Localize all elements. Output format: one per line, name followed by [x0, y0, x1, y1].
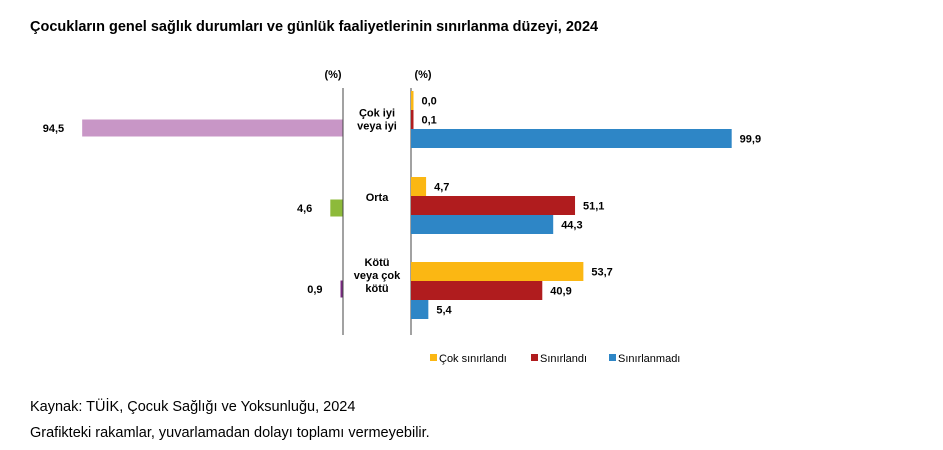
category-label-1: Çok iyi veya iyi	[357, 108, 397, 133]
right-bar-label-1-2: 0,1	[422, 115, 437, 127]
legend-swatch-2	[531, 354, 538, 361]
right-bar-3-3	[411, 300, 429, 319]
right-bar-3-1	[411, 262, 584, 281]
chart-title: Çocukların genel sağlık durumları ve gün…	[30, 19, 599, 35]
legend-label-2: Sınırlandı	[540, 353, 587, 365]
right-bar-label-1-3: 99,9	[740, 134, 761, 146]
left-bar-1	[82, 119, 344, 137]
left-bar-label-2: 4,6	[297, 203, 312, 215]
legend: Çok sınırlandı Sınırlandı Sınırlanmadı	[430, 353, 680, 365]
left-panel: (%) 94,5 4,6 0,9	[43, 69, 344, 335]
right-panel: (%) 0,0 0,1 99,9 4,7 51,144,3 53,7 40,9 5,4	[410, 69, 761, 335]
left-bar-2	[330, 199, 343, 217]
right-bar-label-3-1: 53,7	[591, 267, 612, 279]
left-bar-3	[340, 280, 343, 298]
left-unit-label: (%)	[324, 69, 341, 81]
right-bar-label-1-1: 0,0	[422, 96, 437, 108]
left-bar-label-1: 94,5	[43, 123, 64, 135]
right-bar-label-3-2: 40,9	[550, 286, 571, 298]
right-bar-2-3	[411, 215, 554, 234]
category-label-3: Kötü veya çok kötü	[354, 257, 401, 295]
right-bar-2-1	[411, 177, 427, 196]
right-bar-2-2	[411, 196, 576, 215]
right-bar-1-3	[411, 129, 732, 148]
right-bar-label-2-3: 44,3	[561, 220, 582, 232]
note-text: Grafikteki rakamlar, yuvarlamadan dolayı…	[30, 425, 430, 441]
source-text: Kaynak: TÜİK, Çocuk Sağlığı ve Yoksunluğ…	[30, 399, 356, 415]
category-labels: Çok iyi veya iyi Orta Kötü veya çok kötü	[354, 108, 401, 296]
legend-swatch-3	[609, 354, 616, 361]
right-bar-label-3-3: 5,4	[436, 305, 452, 317]
right-bar-label-2-1: 4,7	[434, 182, 449, 194]
legend-swatch-1	[430, 354, 437, 361]
right-bar-1-1	[411, 91, 414, 110]
right-bar-1-2	[411, 110, 414, 129]
legend-label-1: Çok sınırlandı	[439, 353, 507, 365]
right-bar-3-2	[411, 281, 543, 300]
right-bar-label-2-2: 51,1	[583, 201, 604, 213]
right-unit-label: (%)	[414, 69, 431, 81]
left-bar-label-3: 0,9	[307, 284, 322, 296]
legend-label-3: Sınırlanmadı	[618, 353, 680, 365]
category-label-2: Orta	[366, 192, 390, 204]
